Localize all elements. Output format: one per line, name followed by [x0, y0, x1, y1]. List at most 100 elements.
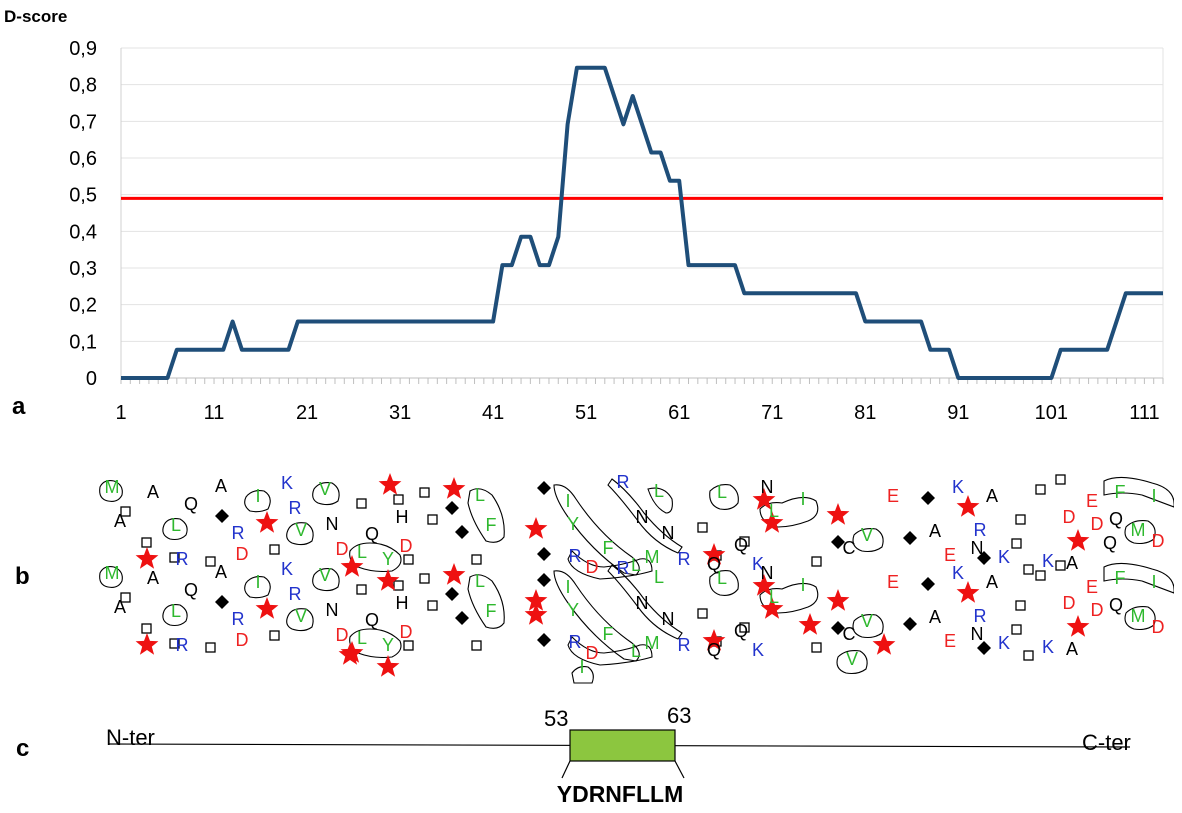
hca-residue-letter: D — [586, 643, 599, 663]
proline-star — [524, 517, 548, 539]
d-score-chart: D-score 00,10,20,30,40,50,60,70,80,9 1 11… — [4, 7, 1164, 424]
hca-residue-letter: A — [147, 482, 159, 502]
hca-residue-letter: V — [319, 565, 331, 585]
hca-residue-letter: N — [326, 600, 339, 620]
x-tick-label: 71 — [761, 402, 783, 424]
hca-residue-letter: D — [336, 539, 349, 559]
hca-residue-letter: A — [215, 562, 227, 582]
proline-star — [1066, 529, 1090, 551]
proline-star — [378, 473, 402, 495]
proline-star — [956, 495, 980, 517]
proline-stars — [135, 473, 1090, 677]
hca-residue-letter: Q — [1109, 509, 1123, 529]
proline-star — [872, 633, 896, 655]
proline-star — [1066, 615, 1090, 637]
x-tick-label: 91 — [947, 402, 969, 424]
hca-residue-letter: A — [1066, 639, 1078, 659]
hca-residue-letter: D — [1152, 531, 1165, 551]
hca-residue-letter: F — [486, 515, 497, 535]
y-tick-label: 0 — [86, 368, 97, 390]
proline-star — [340, 555, 364, 577]
hca-residue-letter: R — [232, 523, 245, 543]
proline-star — [760, 511, 784, 533]
hca-residue-letter: A — [215, 476, 227, 496]
proline-star — [752, 488, 776, 510]
hca-residue-letter: Y — [382, 549, 394, 569]
proline-star — [376, 569, 400, 591]
hca-residue-letter: I — [1151, 572, 1156, 592]
hca-residue-letter: K — [952, 477, 964, 497]
hca-residue-letter: L — [631, 641, 641, 661]
hca-residue-letter: I — [579, 657, 584, 677]
hca-residue-letter: Y — [567, 600, 579, 620]
glycine-diamonds — [215, 481, 991, 655]
hca-residue-letter: F — [1115, 482, 1126, 502]
hca-residue-letter: D — [400, 536, 413, 556]
y-tick-label: 0,3 — [69, 258, 97, 280]
sequence-segment-diagram: N-ter C-ter 53 63 YDRNFLLM — [106, 703, 1131, 807]
hca-residue-letter: E — [1086, 577, 1098, 597]
hca-residue-letter: E — [887, 486, 899, 506]
segment-box — [569, 729, 676, 762]
c-terminus-label: C-ter — [1082, 730, 1131, 755]
hca-residue-letter: K — [998, 633, 1010, 653]
y-tick-label: 0,2 — [69, 295, 97, 317]
hca-residue-letter: Y — [567, 514, 579, 534]
proline-star — [702, 629, 726, 651]
proline-star — [442, 563, 466, 585]
hca-residue-letter: D — [586, 557, 599, 577]
proline-star — [442, 477, 466, 499]
hca-residue-letter: D — [1063, 593, 1076, 613]
proline-star — [760, 597, 784, 619]
y-tick-label: 0,5 — [69, 185, 97, 207]
hca-residue-letter: F — [486, 601, 497, 621]
hca-residue-letter: I — [565, 491, 570, 511]
hca-residue-letter: F — [1115, 568, 1126, 588]
hca-residue-letter: L — [357, 542, 367, 562]
hca-residue-letter: R — [678, 549, 691, 569]
hca-residue-letter: H — [396, 593, 409, 613]
hca-residue-letter: L — [769, 587, 779, 607]
hca-residue-letter: R — [617, 472, 630, 492]
x-tick-label: 41 — [482, 402, 504, 424]
proline-star — [340, 641, 364, 663]
y-tick-label: 0,9 — [69, 38, 97, 60]
hca-residue-letter: L — [475, 485, 485, 505]
proline-star — [255, 597, 279, 619]
hca-residue-letter: L — [717, 482, 727, 502]
hca-residue-letter: I — [565, 577, 570, 597]
proline-star — [752, 574, 776, 596]
d-score-series-line — [121, 65, 1163, 380]
x-tick-labels: 1 11 21 31 41 51 61 71 81 91 101 111 — [115, 402, 1159, 424]
hca-residue-letter: L — [357, 628, 367, 648]
x-tick-label: 101 — [1035, 402, 1068, 424]
hca-residue-letter: V — [295, 520, 307, 540]
hca-residue-letter: K — [752, 640, 764, 660]
y-tick-label: 0,7 — [69, 111, 97, 133]
hca-residue-letter: A — [986, 486, 998, 506]
hca-residue-letter: Q — [365, 524, 379, 544]
hca-residue-letter: A — [986, 572, 998, 592]
segment-start-label: 53 — [544, 706, 568, 731]
hca-residue-letter: R — [176, 549, 189, 569]
hca-residue-letter: A — [114, 597, 126, 617]
hca-residue-letter: M — [645, 633, 660, 653]
hca-residue-letter: R — [617, 558, 630, 578]
hca-residue-letter: D — [1091, 600, 1104, 620]
hca-residue-letter: I — [1151, 486, 1156, 506]
hca-residue-letter: M — [645, 547, 660, 567]
x-tick-label: 51 — [575, 402, 597, 424]
hca-residue-letter: M — [105, 477, 120, 497]
y-tick-label: 0,1 — [69, 331, 97, 353]
hca-residue-letter: L — [171, 515, 181, 535]
hca-residue-letter: R — [678, 635, 691, 655]
hca-residue-letter: L — [769, 501, 779, 521]
hca-residue-letter: R — [569, 632, 582, 652]
hca-residue-letter: N — [761, 477, 774, 497]
hca-residue-letter: C — [843, 538, 856, 558]
proline-star — [798, 613, 822, 635]
hca-residue-letter: R — [232, 609, 245, 629]
y-tick-label: 0,4 — [69, 221, 97, 243]
hca-residue-letter: V — [861, 525, 873, 545]
